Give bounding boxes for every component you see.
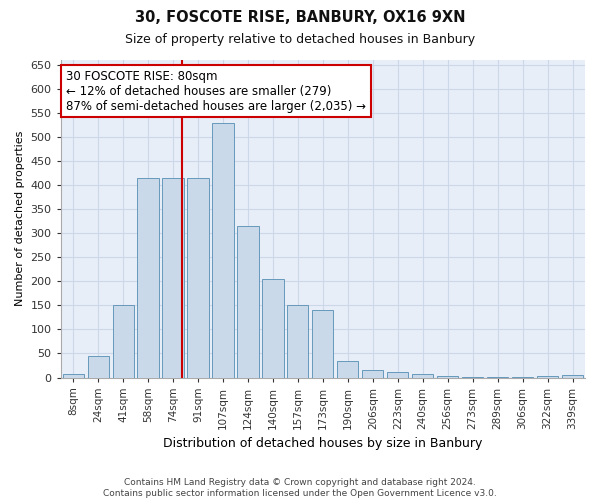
Text: 30 FOSCOTE RISE: 80sqm
← 12% of detached houses are smaller (279)
87% of semi-de: 30 FOSCOTE RISE: 80sqm ← 12% of detached… [66, 70, 366, 112]
Bar [262, 279, 284, 378]
Bar [362, 370, 383, 378]
Bar [212, 122, 233, 378]
Bar [62, 374, 84, 378]
Bar [462, 376, 483, 378]
Y-axis label: Number of detached properties: Number of detached properties [15, 131, 25, 306]
Bar [437, 376, 458, 378]
Bar [163, 178, 184, 378]
Text: Size of property relative to detached houses in Banbury: Size of property relative to detached ho… [125, 32, 475, 46]
Bar [137, 178, 159, 378]
Bar [537, 376, 558, 378]
Bar [387, 372, 409, 378]
X-axis label: Distribution of detached houses by size in Banbury: Distribution of detached houses by size … [163, 437, 482, 450]
Bar [88, 356, 109, 378]
Bar [238, 226, 259, 378]
Bar [412, 374, 433, 378]
Bar [287, 306, 308, 378]
Bar [187, 178, 209, 378]
Bar [312, 310, 334, 378]
Bar [337, 360, 358, 378]
Text: Contains HM Land Registry data © Crown copyright and database right 2024.
Contai: Contains HM Land Registry data © Crown c… [103, 478, 497, 498]
Bar [113, 306, 134, 378]
Bar [562, 375, 583, 378]
Text: 30, FOSCOTE RISE, BANBURY, OX16 9XN: 30, FOSCOTE RISE, BANBURY, OX16 9XN [135, 10, 465, 25]
